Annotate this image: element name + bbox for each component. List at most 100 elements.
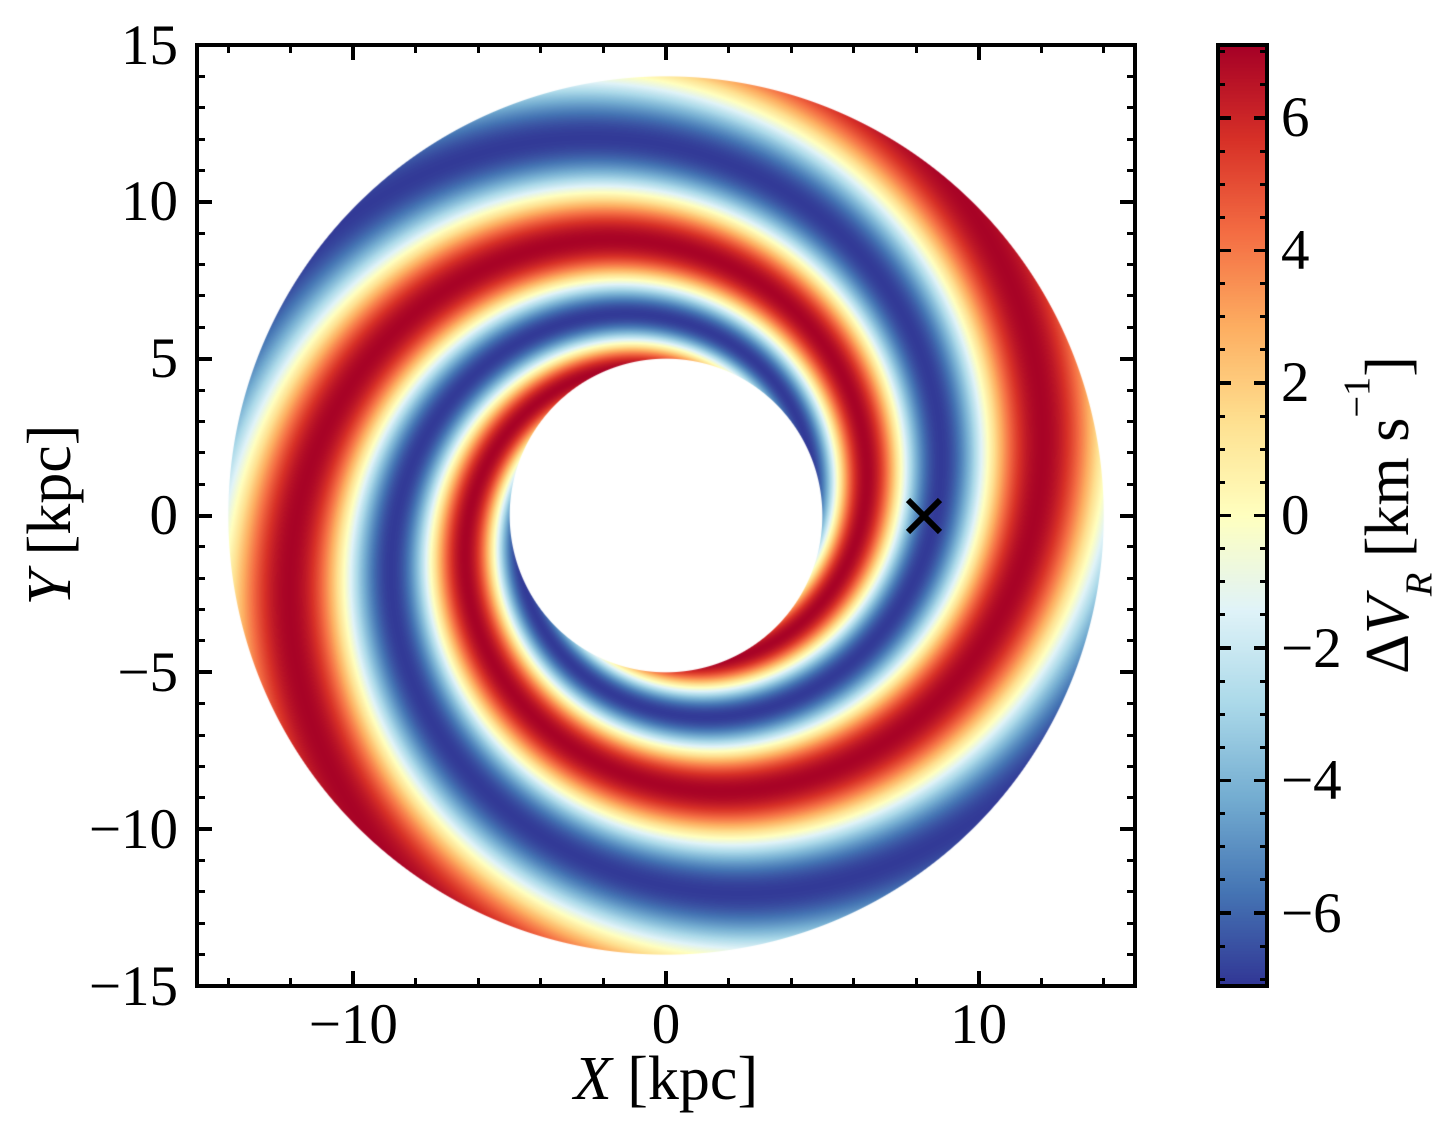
y-minor-tick [197, 451, 205, 455]
y-tick-label: −5 [117, 640, 178, 704]
y-minor-tick [1127, 576, 1135, 580]
colorbar-minor-tick [1260, 745, 1267, 749]
x-major-tick [351, 45, 356, 60]
colorbar-minor-tick [1260, 845, 1267, 849]
x-minor-tick [852, 45, 856, 53]
y-minor-tick [197, 137, 205, 141]
colorbar-minor-tick [1260, 812, 1267, 816]
colorbar-minor-tick [1218, 348, 1225, 352]
y-minor-tick [197, 921, 205, 925]
x-major-tick [976, 971, 981, 986]
colorbar [1216, 43, 1269, 988]
y-minor-tick [197, 608, 205, 612]
colorbar-minor-tick [1260, 348, 1267, 352]
y-tick-label: −15 [88, 954, 178, 1018]
y-major-tick [1120, 356, 1135, 361]
x-minor-tick [601, 45, 605, 53]
y-minor-tick [1127, 263, 1135, 267]
colorbar-minor-tick [1218, 414, 1225, 418]
x-tick-label: −10 [308, 993, 398, 1056]
y-tick-label: 15 [121, 13, 178, 77]
y-major-tick [197, 670, 212, 675]
y-minor-tick [1127, 74, 1135, 78]
y-minor-tick [197, 576, 205, 580]
y-minor-tick [1127, 702, 1135, 706]
y-major-tick [1120, 984, 1135, 988]
y-tick-label: 0 [149, 484, 179, 547]
y-minor-tick [1127, 890, 1135, 894]
colorbar-minor-tick [1218, 447, 1225, 451]
colorbar-tick-label: 4 [1281, 218, 1310, 282]
y-major-tick [1120, 827, 1135, 832]
colorbar-minor-tick [1218, 613, 1225, 617]
x-minor-tick [601, 978, 605, 986]
colorbar-minor-tick [1260, 547, 1267, 551]
colorbar-minor-tick [1218, 944, 1225, 948]
colorbar-major-tick [1254, 248, 1267, 253]
colorbar-tick-label: 6 [1281, 86, 1310, 150]
colorbar-minor-tick [1260, 944, 1267, 948]
colorbar-minor-tick [1260, 414, 1267, 418]
y-major-tick [197, 43, 212, 47]
colorbar-minor-tick [1218, 679, 1225, 683]
y-minor-tick [197, 263, 205, 267]
colorbar-tick-label: 2 [1281, 351, 1310, 415]
y-axis-label: Y [kpc] [16, 425, 84, 606]
colorbar-minor-tick [1218, 315, 1225, 319]
colorbar-unit-exponent: −1 [1336, 376, 1379, 418]
x-minor-tick [476, 45, 480, 53]
y-minor-tick [1127, 231, 1135, 235]
spiral-heatmap-canvas [197, 45, 1135, 986]
x-minor-tick [476, 978, 480, 986]
y-minor-tick [197, 890, 205, 894]
y-minor-tick [1127, 325, 1135, 329]
y-minor-tick [1127, 168, 1135, 172]
colorbar-minor-tick [1260, 977, 1267, 981]
y-minor-tick [197, 953, 205, 957]
y-minor-tick [197, 388, 205, 392]
colorbar-minor-tick [1218, 149, 1225, 153]
colorbar-tick-label: −2 [1281, 616, 1342, 680]
y-minor-tick [1127, 419, 1135, 423]
y-minor-tick [1127, 733, 1135, 737]
colorbar-minor-tick [1260, 315, 1267, 319]
colorbar-major-tick [1218, 646, 1231, 650]
colorbar-major-tick [1254, 911, 1267, 915]
y-minor-tick [1127, 545, 1135, 549]
y-minor-tick [197, 796, 205, 800]
colorbar-major-tick [1254, 381, 1267, 385]
x-minor-tick [414, 45, 418, 53]
colorbar-minor-tick [1260, 480, 1267, 484]
y-minor-tick [197, 859, 205, 863]
y-minor-tick [197, 482, 205, 486]
colorbar-minor-tick [1218, 282, 1225, 286]
x-minor-tick [414, 978, 418, 986]
y-minor-tick [197, 325, 205, 329]
colorbar-minor-tick [1260, 447, 1267, 451]
colorbar-minor-tick [1260, 50, 1267, 54]
y-minor-tick [197, 545, 205, 549]
x-minor-tick [226, 45, 230, 53]
y-tick-label: 10 [121, 170, 178, 234]
y-minor-tick [1127, 953, 1135, 957]
x-minor-tick [539, 978, 543, 986]
colorbar-major-tick [1218, 911, 1231, 915]
colorbar-major-tick [1218, 778, 1231, 783]
colorbar-minor-tick [1218, 50, 1225, 54]
y-minor-tick [1127, 859, 1135, 863]
colorbar-minor-tick [1218, 812, 1225, 816]
y-minor-tick [197, 231, 205, 235]
x-minor-tick [852, 978, 856, 986]
y-minor-tick [1127, 608, 1135, 612]
colorbar-tick-label: −4 [1281, 749, 1342, 813]
colorbar-minor-tick [1260, 83, 1267, 87]
y-minor-tick [1127, 106, 1135, 110]
x-minor-tick [727, 978, 731, 986]
colorbar-major-tick [1254, 116, 1267, 120]
colorbar-major-tick [1218, 513, 1231, 518]
plot-area [195, 43, 1137, 988]
colorbar-axis-label: ΔVR [km s−1] [1336, 356, 1440, 674]
x-minor-tick [789, 45, 793, 53]
colorbar-minor-tick [1218, 745, 1225, 749]
y-minor-tick [1127, 796, 1135, 800]
